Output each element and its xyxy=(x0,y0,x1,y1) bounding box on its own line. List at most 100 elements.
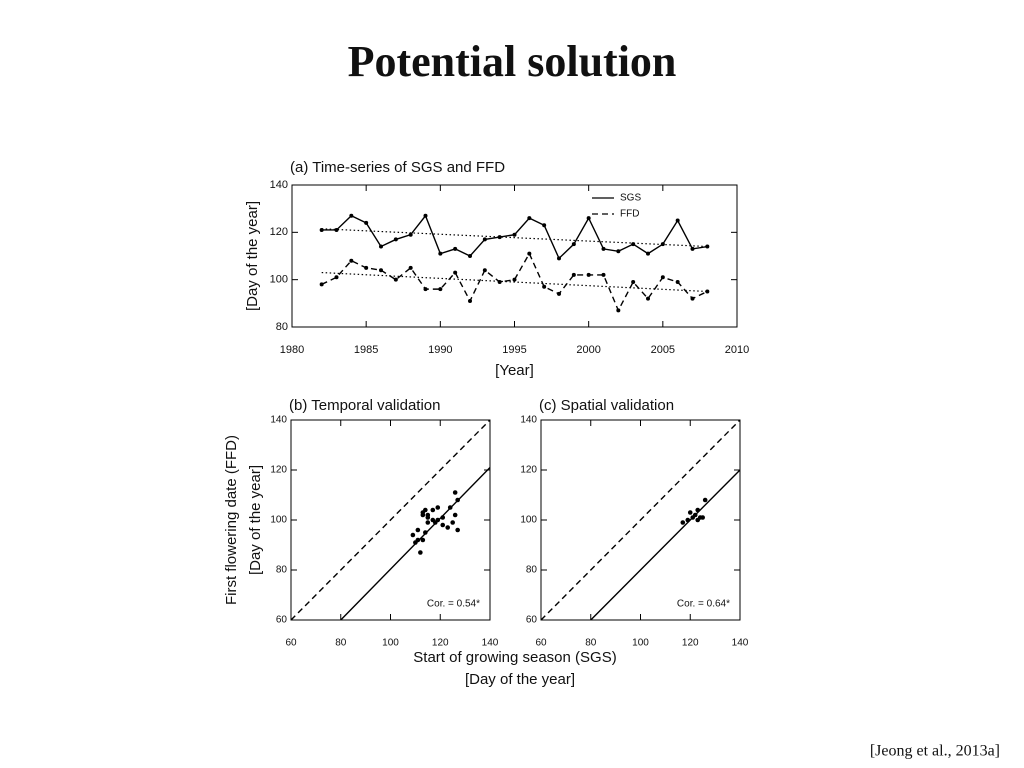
data-point xyxy=(435,505,441,510)
data-point xyxy=(705,244,710,249)
data-point xyxy=(512,277,517,282)
data-point xyxy=(425,515,431,520)
data-point xyxy=(571,242,576,247)
data-point xyxy=(675,218,680,223)
data-point xyxy=(557,291,561,296)
reference-line xyxy=(321,228,708,248)
data-point xyxy=(379,244,383,249)
data-point xyxy=(334,275,339,280)
data-point xyxy=(468,254,472,258)
data-point xyxy=(415,527,421,533)
y-tick-label: 100 xyxy=(520,515,537,526)
y-tick-label: 80 xyxy=(276,321,288,333)
data-point xyxy=(430,507,436,513)
data-point xyxy=(702,497,708,503)
y-tick-label: 120 xyxy=(270,226,288,238)
x-tick-label: 80 xyxy=(335,638,347,649)
x-axis-label: [Year] xyxy=(495,362,534,379)
y-tick-label: 120 xyxy=(270,465,287,476)
data-point xyxy=(660,275,665,280)
data-point xyxy=(420,537,426,543)
data-point xyxy=(468,298,472,303)
y-tick-label: 120 xyxy=(520,465,537,476)
y-axis-label: [Day of the year] xyxy=(244,201,261,311)
y-tick-label: 100 xyxy=(270,274,288,286)
x-tick-label: 140 xyxy=(732,638,749,649)
data-point xyxy=(319,282,324,287)
x-tick-label: 1990 xyxy=(428,344,452,356)
data-point xyxy=(423,530,428,535)
data-point xyxy=(646,296,650,301)
slide-title: Potential solution xyxy=(348,37,677,86)
data-point xyxy=(542,284,547,289)
x-tick-label: 80 xyxy=(585,638,597,649)
data-point xyxy=(455,527,460,533)
y-tick-label: 140 xyxy=(270,179,288,191)
data-point xyxy=(393,237,398,242)
legend-label: SGS xyxy=(620,193,641,204)
x-tick-label: 120 xyxy=(682,638,699,649)
x-tick-label: 140 xyxy=(482,638,499,649)
data-point xyxy=(435,517,441,523)
y-tick-label: 100 xyxy=(270,515,287,526)
data-point xyxy=(631,242,636,247)
data-point xyxy=(364,220,369,225)
data-point xyxy=(705,289,710,294)
data-point xyxy=(542,223,547,228)
x-tick-label: 60 xyxy=(285,638,297,649)
data-point xyxy=(452,512,458,518)
data-point xyxy=(447,505,453,510)
data-point xyxy=(601,272,606,277)
y-tick-label: 140 xyxy=(520,415,537,426)
data-point xyxy=(319,227,324,232)
data-point xyxy=(675,280,680,285)
data-point xyxy=(482,237,487,242)
data-point xyxy=(700,515,705,520)
data-point xyxy=(349,258,354,263)
data-point xyxy=(690,296,695,301)
data-point xyxy=(646,251,650,256)
data-point xyxy=(497,235,502,240)
data-point xyxy=(420,512,426,518)
annotation: Cor. = 0.54* xyxy=(427,599,480,610)
data-point xyxy=(571,272,576,277)
data-point xyxy=(601,246,606,251)
data-point xyxy=(364,265,369,270)
data-point xyxy=(482,268,487,273)
data-point xyxy=(586,272,591,277)
reference-line xyxy=(590,469,741,621)
data-point xyxy=(616,249,621,254)
data-point xyxy=(438,287,443,292)
y-axis-label: First flowering date (FFD) xyxy=(223,435,240,605)
data-point xyxy=(423,287,428,292)
data-point xyxy=(425,520,431,525)
data-point xyxy=(680,520,686,525)
y-tick-label: 80 xyxy=(276,565,288,576)
data-point xyxy=(586,216,591,221)
data-point xyxy=(440,515,446,520)
y-axis-label: [Day of the year] xyxy=(247,465,264,575)
reference-line xyxy=(321,271,708,293)
chart-title: (a) Time-series of SGS and FFD xyxy=(290,159,505,176)
annotation: Cor. = 0.64* xyxy=(677,599,730,610)
data-point xyxy=(379,268,383,273)
chart-title: (c) Spatial validation xyxy=(539,397,674,414)
x-tick-label: 1985 xyxy=(354,344,378,356)
data-point xyxy=(527,216,532,221)
x-tick-label: 100 xyxy=(632,638,649,649)
x-tick-label: 2010 xyxy=(725,344,749,356)
data-point xyxy=(415,537,421,543)
data-point xyxy=(438,251,443,256)
data-point xyxy=(408,265,413,270)
data-point xyxy=(692,512,698,518)
x-tick-label: 120 xyxy=(432,638,449,649)
data-point xyxy=(631,280,636,285)
data-point xyxy=(685,517,691,523)
data-point xyxy=(423,213,428,218)
data-point xyxy=(497,280,502,285)
x-tick-label: 1995 xyxy=(502,344,526,356)
x-axis-label: [Day of the year] xyxy=(465,671,575,688)
data-point xyxy=(455,497,460,503)
